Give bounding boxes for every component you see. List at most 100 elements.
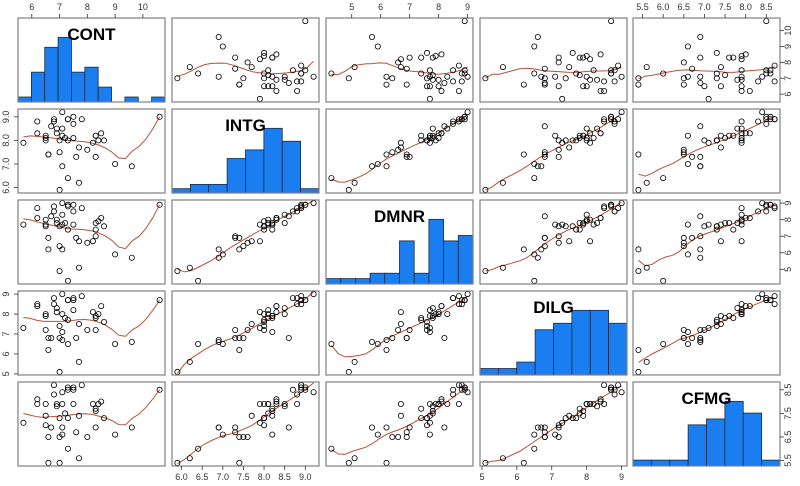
histogram-bar [706,418,726,467]
data-point [697,163,704,170]
data-point [531,445,538,452]
data-point [576,219,583,226]
panel-border [17,290,166,376]
data-point [389,334,396,341]
histogram-bar [534,329,554,376]
histogram-bar [354,278,371,285]
data-point [555,223,562,230]
data-point [42,137,49,144]
data-point [232,424,239,431]
tick-label: 7.0 [1,158,11,171]
histogram-bar [553,322,573,376]
histogram-bar [428,218,444,285]
data-point [42,223,49,230]
data-point [717,238,724,245]
data-point [552,73,559,80]
data-point [697,153,704,160]
data-point [273,309,280,316]
data-point [20,419,27,426]
data-point [435,130,442,137]
data-point [552,132,559,139]
data-point [70,120,77,127]
data-point [53,130,60,137]
data-point [232,429,239,436]
data-point [594,76,601,83]
panel-border [171,108,320,194]
data-point [397,139,404,146]
data-point [458,78,465,85]
data-point [269,73,276,80]
data-point [763,120,770,127]
data-point [455,88,462,95]
data-point [755,118,762,125]
data-point [684,221,691,228]
tick-label: 7 [783,76,793,81]
data-point [730,132,737,139]
data-point [429,76,436,83]
smoother-line [638,115,775,177]
data-point [697,54,704,61]
histogram-bar [497,368,518,376]
data-point [438,88,445,95]
data-point [45,151,52,158]
data-point [534,254,541,261]
data-point [92,312,99,319]
data-point [684,132,691,139]
data-point [265,221,272,228]
data-point [73,334,80,341]
data-point [541,65,548,72]
data-point [294,78,301,85]
tick-label: 5 [1,371,11,376]
data-point [298,70,305,77]
data-point [438,51,445,58]
data-point [426,132,433,139]
data-point [601,205,608,212]
data-point [51,295,58,302]
data-point [289,208,296,215]
data-point [403,81,410,88]
histogram-bar [208,183,228,194]
data-point [84,326,91,333]
tick-label: 7.5 [237,472,250,482]
data-point [552,221,559,228]
histogram-bar [516,361,536,376]
data-point [383,336,390,343]
data-point [717,312,724,319]
data-point [76,358,83,365]
data-point [615,62,622,69]
data-point [261,326,268,333]
data-point [42,311,49,318]
data-point [461,116,468,123]
panel-border [325,290,474,376]
data-point [98,398,105,405]
data-point [53,216,60,223]
data-point [215,336,222,343]
data-point [59,424,66,431]
data-point [236,246,243,253]
data-point [771,293,778,300]
data-point [767,70,774,77]
data-point [697,254,704,261]
panel-dmnr-dmnr: DMNR [325,199,474,285]
data-point [92,226,99,233]
tick-label: 7.0 [698,2,711,12]
data-point [701,223,708,230]
data-point [215,424,222,431]
tick-label: 8 [584,472,589,482]
data-point [345,75,352,82]
data-point [285,334,292,341]
data-point [541,80,548,87]
data-point [429,132,436,139]
data-point [684,340,691,347]
data-point [738,130,745,137]
data-point [562,223,569,230]
data-point [713,316,720,323]
panel-cfmg-cont [17,381,166,467]
data-point [244,59,251,66]
panel-border [17,17,166,103]
data-point [186,455,193,462]
data-point [232,234,239,241]
data-point [684,328,691,335]
data-point [597,398,604,405]
